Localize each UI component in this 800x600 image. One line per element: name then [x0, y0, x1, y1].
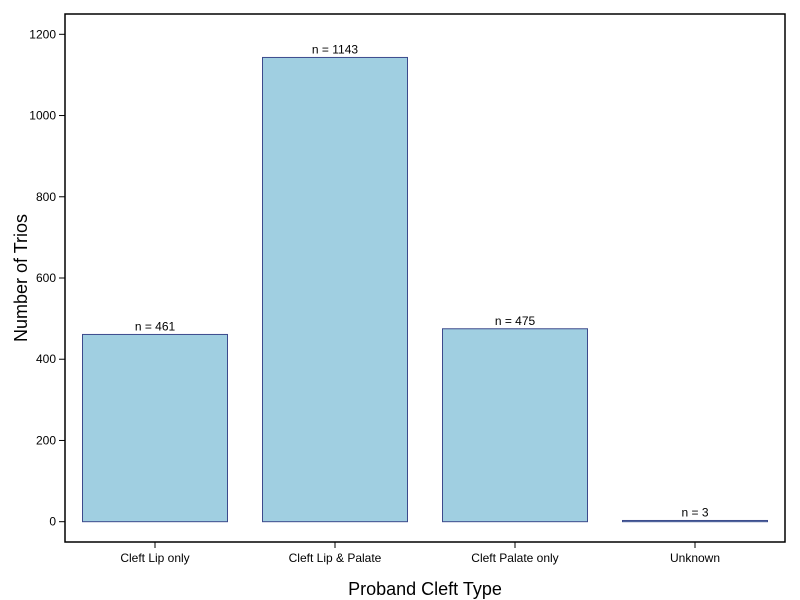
bars-group [82, 56, 768, 523]
y-tick-label: 600 [36, 271, 56, 285]
bar-data-label: n = 1143 [312, 42, 358, 56]
y-tick-label: 400 [36, 352, 56, 366]
y-axis: 0 200 400 600 800 1000 1200 [29, 27, 65, 529]
x-tick-label: Unknown [670, 551, 720, 565]
bar-2 [442, 328, 588, 523]
bar-data-label: n = 461 [135, 319, 176, 333]
x-tick-label: Cleft Lip & Palate [289, 551, 382, 565]
x-axis: Cleft Lip only Cleft Lip & Palate Cleft Pa… [120, 542, 720, 565]
x-tick-label: Cleft Palate only [471, 551, 558, 565]
bar-1 [262, 56, 408, 523]
bar-3 [622, 519, 768, 523]
bar-0 [82, 333, 228, 523]
bar-data-label: n = 3 [681, 505, 708, 519]
y-tick-label: 1000 [29, 109, 56, 123]
x-axis-title: Proband Cleft Type [348, 579, 502, 599]
y-tick-label: 0 [49, 515, 56, 529]
bar-data-label: n = 475 [495, 314, 536, 328]
data-labels-group: n = 461 n = 1143 n = 475 n = 3 [135, 42, 709, 519]
x-tick-label: Cleft Lip only [120, 551, 189, 565]
y-tick-label: 200 [36, 433, 56, 447]
y-tick-label: 1200 [29, 27, 56, 41]
y-tick-label: 800 [36, 190, 56, 204]
y-axis-title: Number of Trios [11, 214, 31, 342]
